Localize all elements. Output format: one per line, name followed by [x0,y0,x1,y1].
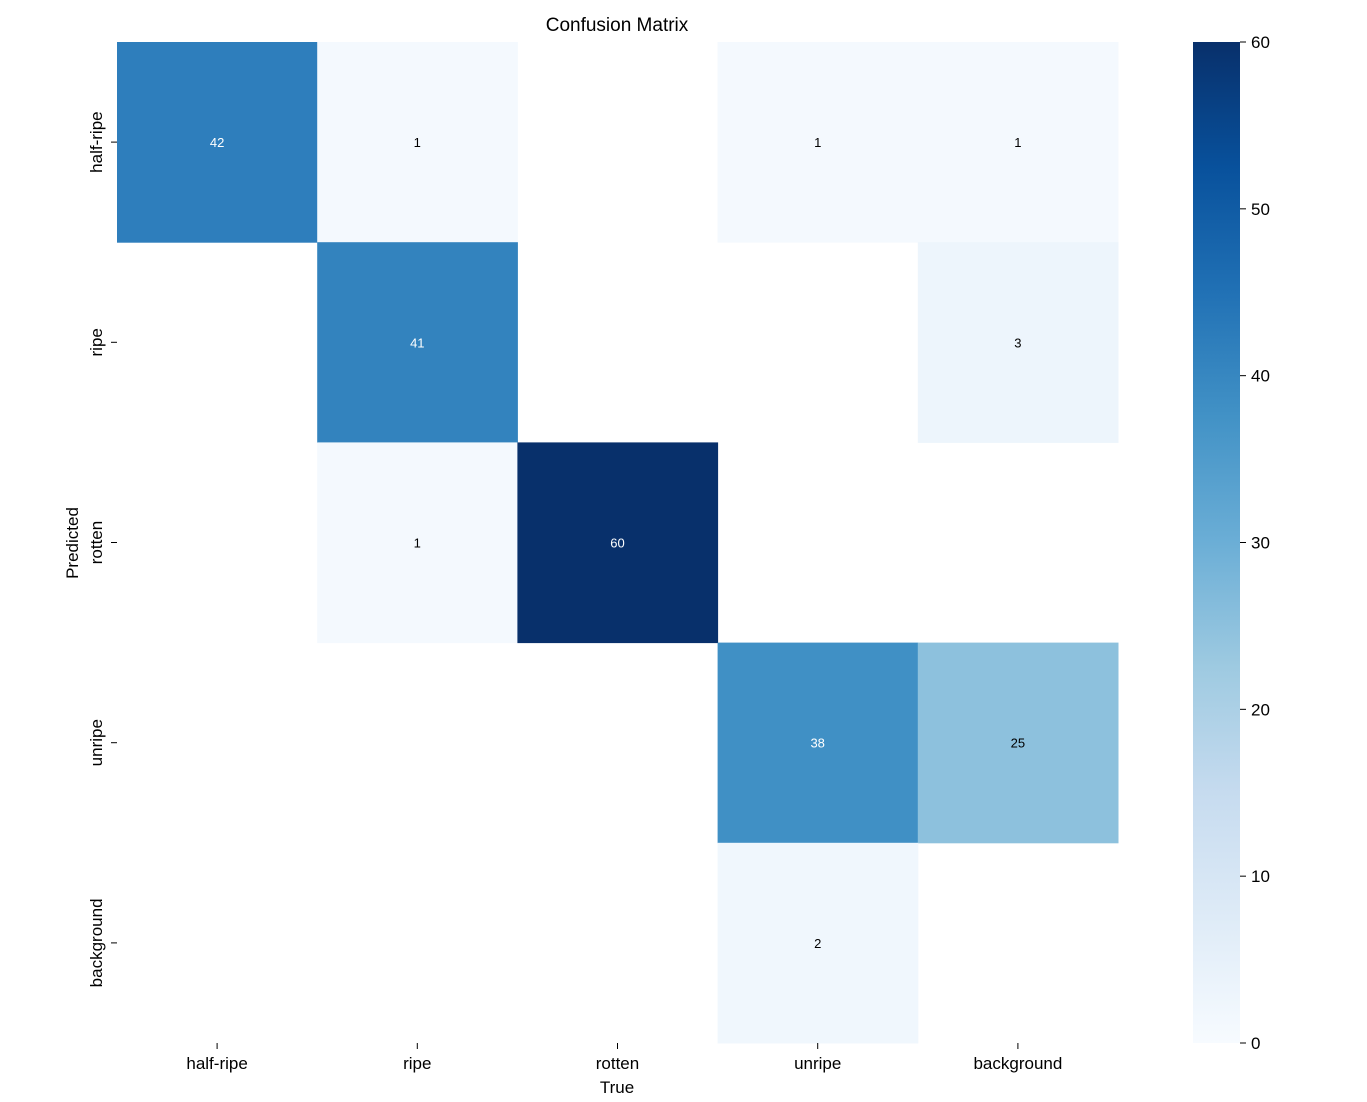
x-tick-label: unripe [794,1054,841,1073]
heatmap-cell [917,42,1119,243]
y-axis-label: Predicted [63,507,82,579]
heatmap-cell [117,42,318,243]
colorbar-tick-label: 50 [1251,200,1270,219]
x-axis-label: True [600,1078,634,1097]
cell-value-label: 3 [1014,335,1021,350]
x-tick-label: rotten [596,1054,639,1073]
colorbar-tick-label: 10 [1251,867,1270,886]
cell-value-label: 38 [810,736,824,751]
heatmap-cell [317,42,518,243]
cell-value-label: 2 [814,936,821,951]
x-tick-label: background [973,1054,1062,1073]
cell-value-label: 41 [410,335,424,350]
colorbar-tick-label: 30 [1251,534,1270,553]
heatmap-cell [317,442,518,644]
colorbar-tick-label: 60 [1251,33,1270,52]
heatmap-cell [717,42,919,243]
heatmap-cell [317,242,518,443]
cell-value-label: 60 [610,536,624,551]
y-tick-label: background [87,898,106,987]
cell-value-label: 1 [814,135,821,150]
x-tick-label: ripe [403,1054,431,1073]
heatmap-cell [717,842,919,1044]
heatmap-cell [917,242,1119,443]
colorbar-tick-label: 0 [1251,1034,1260,1053]
y-tick-label: rotten [87,521,106,564]
heatmap-cell [717,642,919,844]
x-tick-label: half-ripe [186,1054,247,1073]
heatmap-cell [917,642,1119,844]
colorbar-tick-label: 20 [1251,700,1270,719]
cell-value-label: 42 [210,135,224,150]
y-tick-label: half-ripe [87,111,106,172]
y-tick-label: ripe [87,328,106,356]
cell-value-label: 1 [414,536,421,551]
cell-value-label: 1 [1014,135,1021,150]
y-tick-label: unripe [87,719,106,766]
heatmap-cell [517,442,719,644]
cell-value-label: 25 [1011,736,1025,751]
cell-value-label: 1 [414,135,421,150]
chart-title: Confusion Matrix [546,15,689,36]
colorbar [1193,42,1240,1043]
colorbar-tick-label: 40 [1251,367,1270,386]
